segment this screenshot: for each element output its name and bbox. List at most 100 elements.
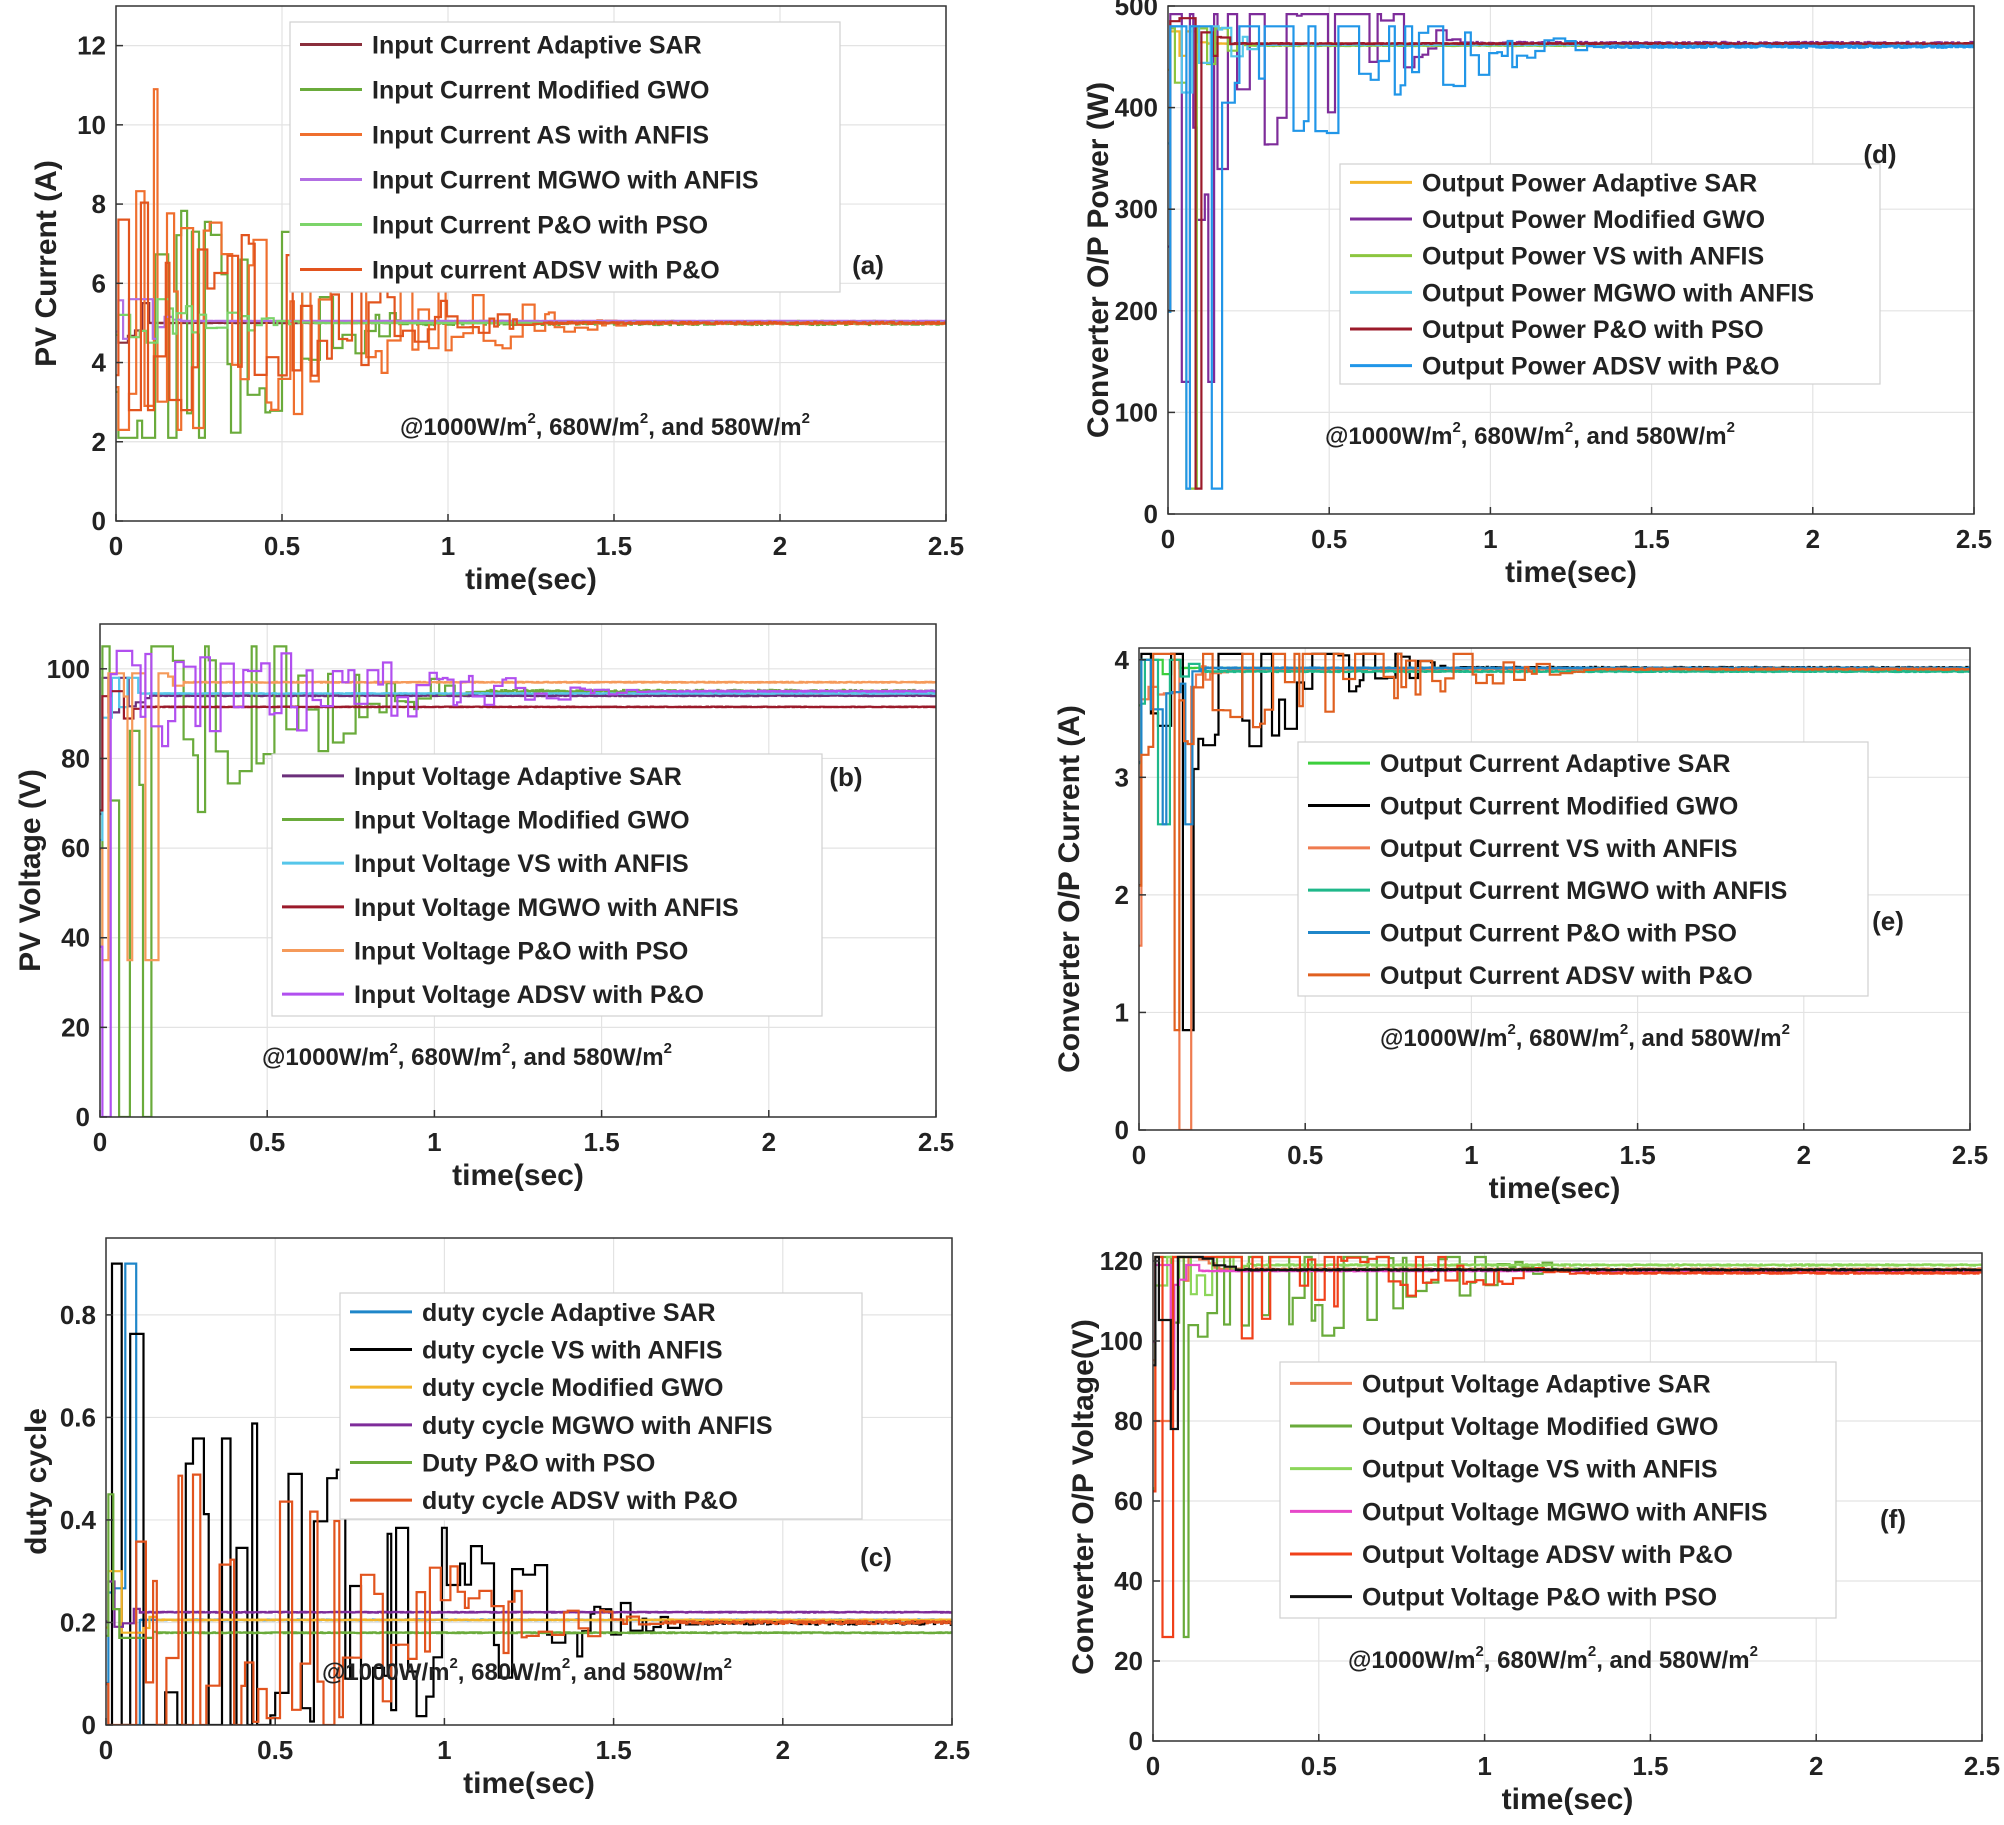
series-group <box>1153 1255 1982 1639</box>
y-tick-label: 0.8 <box>60 1300 96 1330</box>
y-tick-label: 4 <box>1115 645 1130 675</box>
series-line-d-5 <box>1168 25 1974 490</box>
legend-entry: Input Voltage P&O with PSO <box>354 938 688 966</box>
y-axis-label: PV Voltage (V) <box>14 769 47 972</box>
x-axis-label: time(sec) <box>463 1767 595 1800</box>
x-tick-label: 0 <box>1132 1140 1146 1170</box>
legend-entry: Output Power P&O with PSO <box>1422 316 1764 344</box>
x-tick-label: 2.5 <box>1964 1751 2000 1781</box>
y-tick-label: 6 <box>92 268 106 298</box>
irradiance-annotation: @1000W/m2, 680W/m2, and 580W/m2 <box>1380 1021 1790 1052</box>
legend-box <box>1297 741 1869 997</box>
x-tick-label: 1.5 <box>1634 524 1670 554</box>
legend-entry: Output Voltage P&O with PSO <box>1362 1584 1717 1612</box>
legend-entry: Output Power Modified GWO <box>1422 206 1765 234</box>
y-tick-label: 200 <box>1115 296 1158 326</box>
y-tick-label: 0.2 <box>60 1607 96 1637</box>
y-tick-label: 100 <box>1115 397 1158 427</box>
panel-label: (a) <box>852 250 884 280</box>
series-line-e-5 <box>1139 652 1970 1032</box>
legend-entry: Duty P&O with PSO <box>422 1450 655 1478</box>
legend-entry: Output Voltage VS with ANFIS <box>1362 1456 1718 1484</box>
y-tick-label: 2 <box>92 427 106 457</box>
y-tick-label: 80 <box>1114 1406 1143 1436</box>
legend-entry: Input Voltage Adaptive SAR <box>354 763 682 791</box>
plot-frame <box>99 623 937 1118</box>
plot-frame <box>1152 1252 1983 1742</box>
panel-label: (e) <box>1872 906 1904 936</box>
x-tick-label: 2.5 <box>928 531 964 561</box>
series-group <box>1168 13 1974 490</box>
x-tick-label: 2 <box>1797 1140 1811 1170</box>
legend-box <box>1279 1361 1837 1619</box>
legend-entry: Input Voltage VS with ANFIS <box>354 850 689 878</box>
x-tick-label: 0 <box>99 1735 113 1765</box>
legend-entry: Output Voltage Adaptive SAR <box>1362 1370 1711 1398</box>
series-line-f-4 <box>1153 1255 1982 1639</box>
y-tick-label: 10 <box>77 110 106 140</box>
irradiance-annotation: @1000W/m2, 680W/m2, and 580W/m2 <box>262 1040 672 1071</box>
series-line-a-5 <box>116 201 946 412</box>
series-line-a-3 <box>116 298 946 340</box>
y-tick-label: 300 <box>1115 194 1158 224</box>
y-tick-label: 2 <box>1115 880 1129 910</box>
x-tick-label: 1 <box>441 531 455 561</box>
x-tick-label: 1.5 <box>1620 1140 1656 1170</box>
legend-entry: duty cycle VS with ANFIS <box>422 1337 723 1365</box>
x-tick-label: 0.5 <box>257 1735 293 1765</box>
x-tick-label: 1.5 <box>584 1127 620 1157</box>
x-tick-label: 0.5 <box>1287 1140 1323 1170</box>
x-tick-label: 2.5 <box>1952 1140 1988 1170</box>
x-tick-label: 2.5 <box>1956 524 1992 554</box>
series-line-b-3 <box>100 690 936 812</box>
irradiance-annotation: @1000W/m2, 680W/m2, and 580W/m2 <box>1348 1643 1758 1674</box>
legend-entry: duty cycle ADSV with P&O <box>422 1487 738 1515</box>
plot-frame <box>115 5 947 522</box>
x-tick-label: 0 <box>1146 1751 1160 1781</box>
legend-entry: Input Voltage Modified GWO <box>354 807 690 835</box>
y-tick-label: 0 <box>92 506 106 536</box>
legend-entry: Input Current P&O with PSO <box>372 212 708 240</box>
legend-entry: Output Power Adaptive SAR <box>1422 169 1757 197</box>
legend-entry: Output Voltage ADSV with P&O <box>1362 1541 1733 1569</box>
legend-entry: Input Current AS with ANFIS <box>372 122 709 150</box>
chart-panel-e: 0 0.5 1 1.5 2 2.5 0 1 2 3 4 time(sec) Converter O/P … <box>1053 645 1988 1205</box>
legend-entry: Output Current MGWO with ANFIS <box>1380 877 1787 905</box>
y-tick-label: 0.4 <box>60 1505 97 1535</box>
legend-entry: Output Voltage Modified GWO <box>1362 1413 1718 1441</box>
legend-entry: Input Voltage MGWO with ANFIS <box>354 894 739 922</box>
series-group <box>100 645 936 1117</box>
legend-entry: Output Current ADSV with P&O <box>1380 962 1753 990</box>
series-group <box>116 88 946 439</box>
series-line-b-5 <box>100 649 936 1117</box>
legend-entry: Output Current Modified GWO <box>1380 793 1738 821</box>
x-tick-label: 2 <box>773 531 787 561</box>
legend-box <box>339 1292 863 1520</box>
legend-entry: duty cycle Adaptive SAR <box>422 1299 716 1327</box>
legend-box <box>1339 163 1881 385</box>
x-tick-label: 1.5 <box>596 1735 632 1765</box>
y-tick-label: 0 <box>1129 1726 1143 1756</box>
panel-label: (c) <box>860 1542 892 1572</box>
x-tick-label: 1 <box>1483 524 1497 554</box>
legend-entry: Output Power VS with ANFIS <box>1422 243 1764 271</box>
x-axis-label: time(sec) <box>1505 556 1637 589</box>
legend: Output Power Adaptive SAR Output Power Mo… <box>1339 163 1881 385</box>
series-line-c-4 <box>106 1493 952 1639</box>
x-tick-label: 0.5 <box>1311 524 1347 554</box>
panel-label: (b) <box>829 762 862 792</box>
series-line-c-5 <box>106 1473 952 1725</box>
x-axis-label: time(sec) <box>1489 1172 1621 1205</box>
x-tick-label: 2 <box>762 1127 776 1157</box>
x-tick-label: 1 <box>427 1127 441 1157</box>
x-axis-label: time(sec) <box>465 563 597 596</box>
legend-entry: Input Current MGWO with ANFIS <box>372 167 759 195</box>
y-tick-label: 4 <box>92 348 107 378</box>
series-line-e-3 <box>1139 658 1970 826</box>
x-tick-label: 0 <box>1161 524 1175 554</box>
chart-panel-d: 0 0.5 1 1.5 2 2.5 0 100 200 300 400 500 time(sec) Con… <box>1082 0 1992 589</box>
y-axis-label: PV Current (A) <box>30 160 63 367</box>
y-tick-label: 8 <box>92 189 106 219</box>
x-tick-label: 1 <box>1477 1751 1491 1781</box>
legend: Output Voltage Adaptive SAR Output Voltag… <box>1279 1361 1837 1619</box>
